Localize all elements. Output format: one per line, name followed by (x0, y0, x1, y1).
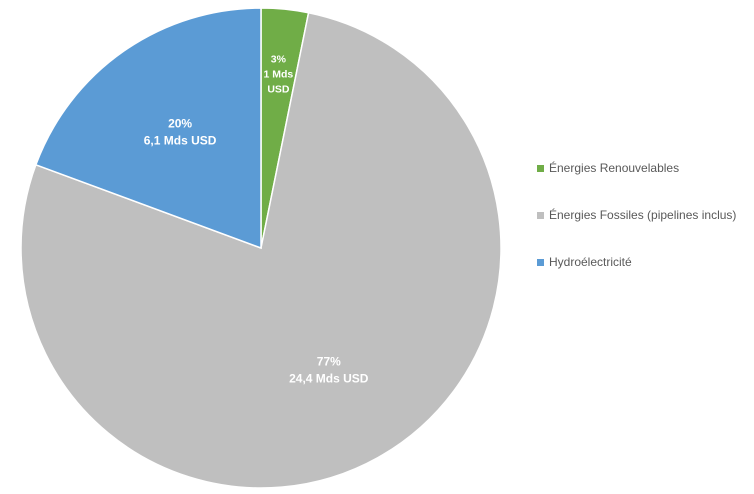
legend-label: Hydroélectricité (549, 255, 632, 269)
slice-data-label: 20% 6,1 Mds USD (144, 117, 217, 148)
pie-slices (20, 7, 502, 489)
slice-data-label: 3% 1 Mds USD (264, 53, 294, 95)
legend-item: Énergies Fossiles (pipelines inclus) (537, 207, 742, 224)
legend-label: Énergies Renouvelables (549, 161, 680, 175)
slice-value-label: USD (267, 83, 290, 95)
legend-item: Énergies Renouvelables (537, 160, 742, 177)
slice-percent-label: 20% (168, 117, 192, 131)
slice-value-label: 6,1 Mds USD (144, 134, 217, 148)
legend-item: Hydroélectricité (537, 254, 742, 271)
slice-data-label: 77% 24,4 Mds USD (289, 354, 369, 385)
legend-swatch (537, 212, 544, 219)
pie-slice (34, 7, 262, 250)
legend-swatch (537, 259, 544, 266)
slice-percent-label: 77% (317, 354, 341, 368)
slice-value-label: 24,4 Mds USD (289, 371, 369, 385)
slice-labels: 3% 1 Mds USD 77% 24,4 Mds USD 20% 6,1 Mds USD (144, 53, 369, 385)
slice-percent-label: 3% (271, 53, 287, 65)
slice-value-label: 1 Mds (264, 68, 294, 80)
legend-swatch (537, 165, 544, 172)
pie-slice (20, 11, 502, 489)
chart-legend: Énergies Renouvelables Énergies Fossiles … (537, 160, 742, 301)
legend-label: Énergies Fossiles (pipelines inclus) (549, 208, 737, 222)
